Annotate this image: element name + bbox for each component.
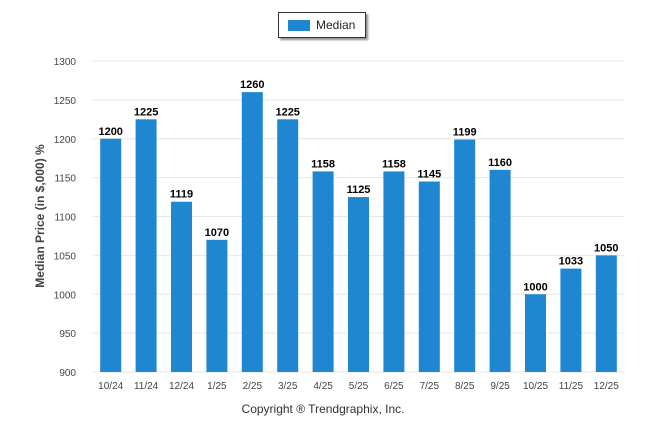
- bar: [206, 239, 228, 372]
- bar: [525, 294, 546, 372]
- bar-value-label: 1033: [559, 256, 583, 268]
- x-tick-label: 12/25: [594, 381, 619, 392]
- bar-value-label: 1158: [311, 158, 335, 170]
- bar-value-label: 1225: [275, 106, 299, 118]
- bar: [348, 197, 369, 372]
- legend-swatch: [288, 19, 310, 31]
- bar: [312, 171, 334, 372]
- x-tick-label: 12/24: [169, 381, 194, 392]
- bar-value-label: 1225: [134, 106, 158, 118]
- x-tick-label: 5/25: [349, 381, 369, 392]
- bar: [383, 171, 405, 372]
- bar: [241, 92, 263, 372]
- bar-value-label: 1125: [347, 184, 371, 196]
- y-axis-ticks: 900 950 1000 1050 1100 1150 1200 1250 1300: [54, 57, 77, 379]
- bar: [595, 255, 617, 372]
- y-tick-label: 1000: [54, 290, 77, 301]
- bar: [489, 169, 511, 372]
- y-tick-label: 1150: [54, 174, 76, 185]
- bar: [100, 138, 122, 372]
- x-tick-label: 9/25: [490, 381, 510, 392]
- bar-value-label: 1160: [488, 157, 512, 169]
- y-tick-label: 1200: [54, 135, 77, 146]
- bar: [418, 181, 440, 372]
- x-tick-label: 11/24: [134, 381, 159, 392]
- data-labels: 1200 1225 1119 1070 1260 1225 1158 1125 1158 1145…: [98, 79, 618, 293]
- y-axis-label: Median Price (in $,000) %: [33, 144, 47, 288]
- x-tick-label: 10/24: [98, 381, 123, 392]
- legend-label: Median: [316, 18, 356, 32]
- bar-value-label: 1070: [205, 227, 229, 239]
- x-tick-label: 4/25: [313, 381, 333, 392]
- y-tick-label: 1250: [54, 96, 77, 107]
- bar: [135, 119, 157, 372]
- bar: [454, 139, 476, 372]
- y-tick-label: 1050: [54, 251, 77, 262]
- x-tick-label: 6/25: [384, 381, 404, 392]
- bar-value-label: 1199: [453, 127, 477, 139]
- bar-value-label: 1119: [170, 189, 193, 201]
- y-tick-label: 950: [59, 329, 76, 340]
- y-tick-label: 1300: [54, 57, 77, 68]
- x-tick-label: 8/25: [455, 381, 475, 392]
- x-axis-ticks: 10/24 11/24 12/24 1/25 2/25 3/25 4/25 5/25 6/25 7…: [98, 381, 619, 392]
- bar: [171, 201, 192, 372]
- y-tick-label: 900: [59, 368, 76, 379]
- bar: [277, 119, 299, 372]
- bar: [560, 268, 582, 372]
- bar-value-label: 1050: [594, 242, 618, 254]
- y-tick-label: 1100: [54, 213, 76, 224]
- bars: [100, 92, 617, 372]
- x-tick-label: 11/25: [559, 381, 584, 392]
- x-tick-label: 7/25: [420, 381, 440, 392]
- x-tick-label: 10/25: [523, 381, 548, 392]
- x-tick-label: 2/25: [243, 381, 263, 392]
- copyright-text: Copyright ® Trendgraphix, Inc.: [241, 402, 405, 416]
- bar-value-label: 1200: [98, 126, 122, 138]
- bar-value-label: 1260: [240, 79, 264, 91]
- bar-value-label: 1158: [382, 158, 406, 170]
- bar-value-label: 1000: [523, 281, 547, 293]
- x-tick-label: 3/25: [278, 381, 298, 392]
- legend: Median: [278, 12, 366, 38]
- bar-value-label: 1145: [417, 169, 441, 181]
- x-tick-label: 1/25: [207, 381, 227, 392]
